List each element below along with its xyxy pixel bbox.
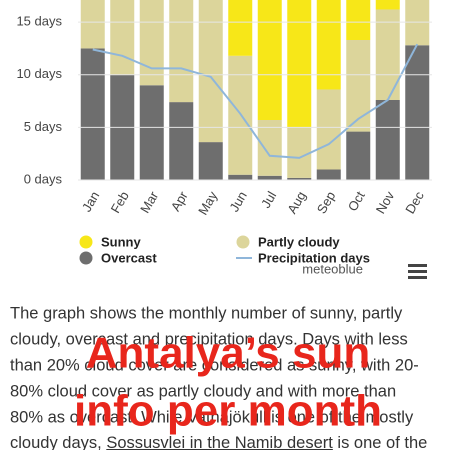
bar-segment <box>346 131 371 180</box>
bar-segment <box>316 89 341 170</box>
bar-segment <box>346 40 371 132</box>
bar-segment <box>316 0 341 90</box>
text: cloudy days, <box>10 434 106 450</box>
plot <box>80 0 430 180</box>
bar-segment <box>169 102 194 180</box>
bar-segment <box>198 0 223 143</box>
legend-label: Precipitation days <box>258 250 370 265</box>
bar-segment <box>257 120 282 176</box>
y-tick-label: 5 days <box>24 119 63 134</box>
bar-segment <box>375 0 400 10</box>
paragraph-line: The graph shows the monthly number of su… <box>10 304 403 322</box>
bar-segment <box>316 169 341 180</box>
source: meteoblue <box>302 261 363 276</box>
bar-segment <box>375 100 400 180</box>
overlay-caption: info per month <box>74 387 382 436</box>
bar-segment <box>169 0 194 103</box>
x-tick-label: Oct <box>345 188 368 213</box>
paragraph-line: than 20% cloud cover are considered as s… <box>10 356 419 374</box>
x-tick-label: Sep <box>314 189 339 217</box>
x-tick-label: Nov <box>373 188 398 216</box>
bar-segment <box>228 174 253 180</box>
bar-segment <box>375 9 400 100</box>
bar-segment <box>139 0 164 86</box>
legend-swatch <box>79 235 93 249</box>
paragraph-line: cloudy, overcast and precipitation days.… <box>10 330 408 348</box>
bar-segment <box>139 85 164 180</box>
bar-segment <box>257 175 282 180</box>
x-tick-label: Apr <box>168 188 191 214</box>
bar-segment <box>80 48 105 180</box>
bar-segment <box>257 0 282 120</box>
bar-segment <box>80 0 105 49</box>
paragraph-line: 80% as overcast. While Vatnajökull is on… <box>10 408 414 426</box>
link[interactable]: Sossusvlei in the Namib desert <box>106 434 333 450</box>
y-tick-label: 15 days <box>16 14 62 29</box>
legend-swatch <box>236 235 250 249</box>
x-tick-label: Jun <box>226 189 249 215</box>
overlay-caption: Antalya’s sun <box>86 329 370 378</box>
precipitation-line <box>92 43 419 159</box>
x-tick-label: Dec <box>402 188 427 216</box>
x-tick-label: Jul <box>258 189 279 211</box>
legend-label: Partly cloudy <box>258 234 340 249</box>
bar-segment <box>405 0 430 46</box>
x-tick-label: Feb <box>108 189 132 216</box>
bar-segment <box>110 0 135 75</box>
y-tick-label: 0 days <box>24 171 63 186</box>
text: is one of the <box>333 434 427 450</box>
menu-icon[interactable] <box>408 264 427 279</box>
paragraph-line: 80% cloud cover as partly cloudy and wit… <box>10 382 396 400</box>
legend-swatch <box>79 251 93 265</box>
bar-segment <box>287 0 312 128</box>
bar-segment <box>346 0 371 40</box>
y-tick-label: 10 days <box>16 66 62 81</box>
legend-label: Overcast <box>101 250 157 265</box>
legend-label: Sunny <box>101 234 141 249</box>
bar-segment <box>198 142 223 180</box>
x-tick-label: May <box>195 188 221 217</box>
x-tick-label: Aug <box>284 189 309 217</box>
x-tick-label: Mar <box>137 188 162 215</box>
bar-segment <box>405 45 430 180</box>
bar-segment <box>287 127 312 178</box>
paragraph-line: cloudy days, Sossusvlei in the Namib des… <box>10 434 427 450</box>
bar-segment <box>228 0 253 56</box>
bar-segment <box>287 177 312 180</box>
x-tick-label: Jan <box>79 189 102 215</box>
